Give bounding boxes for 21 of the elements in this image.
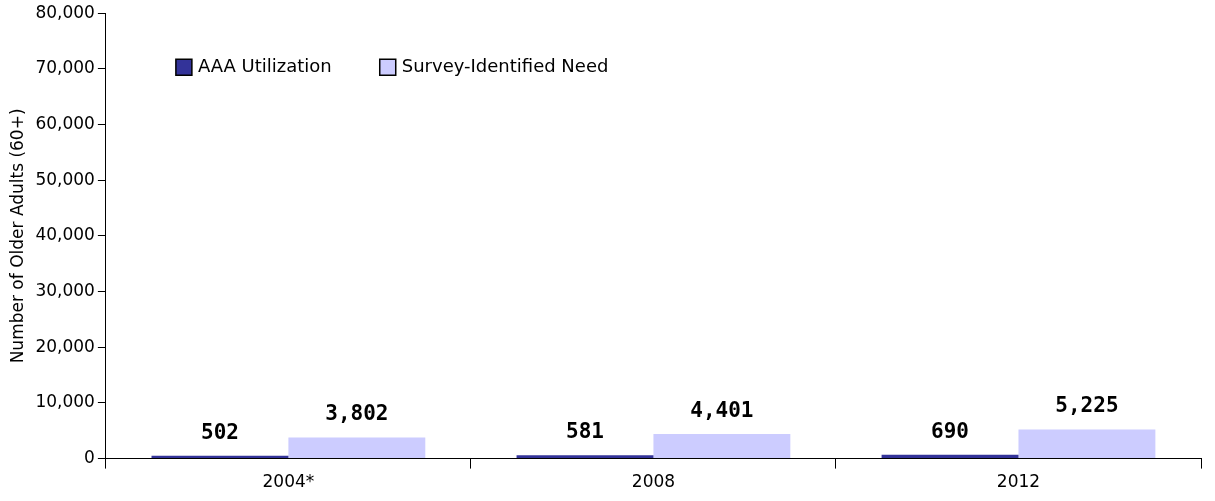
data-label: 5,225 xyxy=(1055,393,1119,418)
x-tick-label: 2004* xyxy=(262,471,315,492)
x-tick-label: 2012 xyxy=(996,471,1041,492)
y-tick-label: 60,000 xyxy=(35,112,95,133)
y-tick-label: 0 xyxy=(84,447,95,468)
y-tick-label: 70,000 xyxy=(35,57,95,78)
y-tick-label: 10,000 xyxy=(35,391,95,412)
y-tick-label: 30,000 xyxy=(35,280,95,300)
legend-label: Survey-Identified Need xyxy=(401,54,609,76)
legend-label: AAA Utilization xyxy=(197,54,332,76)
y-axis-title: Number of Older Adults (60+) xyxy=(6,108,27,364)
y-tick-label: 20,000 xyxy=(35,335,95,356)
y-tick-label: 40,000 xyxy=(35,224,95,245)
x-tick-label: 2008 xyxy=(631,471,676,492)
data-label: 690 xyxy=(931,418,969,443)
y-tick-label: 50,000 xyxy=(35,168,95,189)
data-label: 3,802 xyxy=(325,401,389,426)
data-label: 502 xyxy=(200,419,239,444)
data-label: 4,401 xyxy=(690,398,754,423)
y-tick-label: 80,000 xyxy=(35,1,95,22)
data-label: 581 xyxy=(566,419,604,444)
